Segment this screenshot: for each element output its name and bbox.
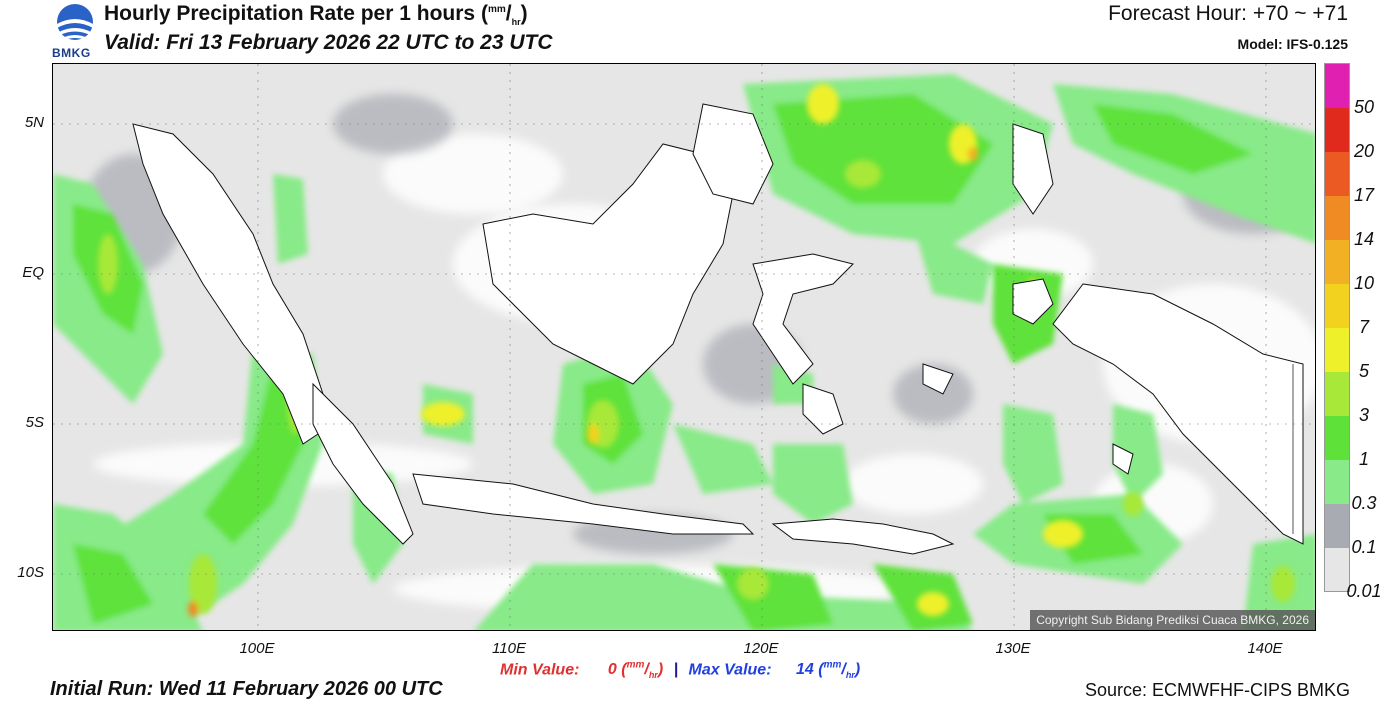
max-unit: (mm/hr) xyxy=(818,660,861,681)
map-canvas xyxy=(53,64,1315,630)
initial-run: Initial Run: Wed 11 February 2026 00 UTC xyxy=(50,678,443,700)
copyright-note: Copyright Sub Bidang Prediksi Cuaca BMKG… xyxy=(1030,610,1315,630)
lat-tick-5n: 5N xyxy=(24,114,44,131)
source-credit: Source: ECMWFHF-CIPS BMKG xyxy=(1084,680,1350,700)
lat-tick-eq: EQ xyxy=(22,264,44,281)
min-label: Min Value: xyxy=(500,661,580,679)
min-value: 0 xyxy=(607,661,617,679)
colorbar-segment xyxy=(1325,548,1349,591)
colorbar-label: 50 xyxy=(1353,97,1375,117)
bmkg-logo: BMKG xyxy=(50,2,100,60)
lon-tick-130e: 130E xyxy=(995,640,1031,657)
model-label: Model: IFS-0.125 xyxy=(1237,36,1348,52)
colorbar-label: 0.01 xyxy=(1346,581,1382,601)
max-label: Max Value: xyxy=(688,661,772,679)
logo-text: BMKG xyxy=(52,46,91,60)
colorbar-label: 1 xyxy=(1358,449,1369,469)
separator: | xyxy=(673,661,679,679)
colorbar-segment xyxy=(1325,64,1349,108)
colorbar-segment xyxy=(1325,372,1349,416)
min-max-values: Min Value: 0 (mm/hr) | Max Value: 14 (mm… xyxy=(500,660,860,681)
lat-tick-5s: 5S xyxy=(25,414,44,431)
colorbar-segment xyxy=(1325,328,1349,372)
colorbar-label: 10 xyxy=(1353,273,1375,293)
colorbar xyxy=(1324,63,1350,592)
lat-tick-10s: 10S xyxy=(17,564,44,581)
colorbar-label: 14 xyxy=(1353,229,1375,249)
colorbar-label: 5 xyxy=(1358,361,1369,381)
map-title: Hourly Precipitation Rate per 1 hours (m… xyxy=(104,2,528,27)
colorbar-label: 0.3 xyxy=(1351,493,1377,513)
lon-tick-100e: 100E xyxy=(239,640,275,657)
min-unit: (mm/hr) xyxy=(621,660,664,681)
max-value: 14 xyxy=(795,661,814,679)
colorbar-segment xyxy=(1325,196,1349,240)
colorbar-segment xyxy=(1325,240,1349,284)
coastlines xyxy=(132,103,1304,555)
lon-tick-120e: 120E xyxy=(743,640,779,657)
colorbar-segment xyxy=(1325,416,1349,460)
precipitation-map: Copyright Sub Bidang Prediksi Cuaca BMKG… xyxy=(52,63,1316,631)
lon-tick-110e: 110E xyxy=(492,640,526,657)
colorbar-segment xyxy=(1325,504,1349,548)
graticule xyxy=(53,64,1315,630)
title-text: Hourly Precipitation Rate per 1 hours xyxy=(104,2,476,25)
valid-time: Valid: Fri 13 February 2026 22 UTC to 23… xyxy=(104,31,553,54)
colorbar-segment xyxy=(1325,460,1349,504)
forecast-hour: Forecast Hour: +70 ~ +71 xyxy=(1108,2,1348,25)
colorbar-segment xyxy=(1325,284,1349,328)
colorbar-label: 17 xyxy=(1353,185,1375,205)
bmkg-logo-icon xyxy=(57,4,93,40)
colorbar-label: 3 xyxy=(1358,405,1369,425)
lon-tick-140e: 140E xyxy=(1247,640,1283,657)
colorbar-label: 20 xyxy=(1353,141,1375,161)
colorbar-segment xyxy=(1325,108,1349,152)
colorbar-label: 0.1 xyxy=(1351,537,1377,557)
colorbar-label: 7 xyxy=(1358,317,1369,337)
colorbar-segment xyxy=(1325,152,1349,196)
title-unit: (mm/hr) xyxy=(480,2,528,28)
